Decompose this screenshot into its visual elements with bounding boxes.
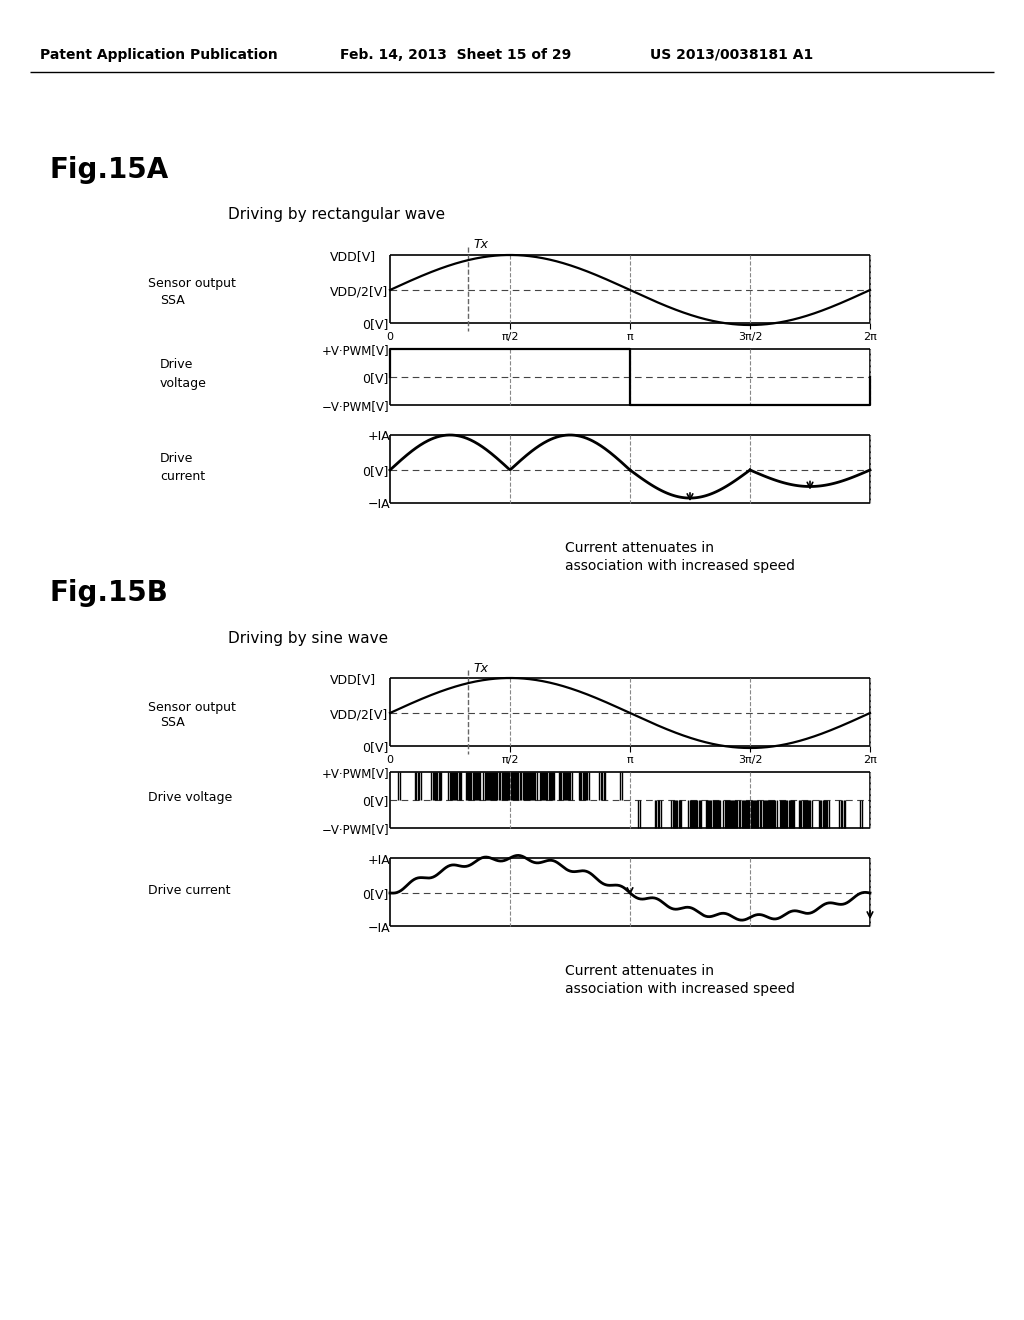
Text: voltage: voltage — [160, 376, 207, 389]
Text: SSA: SSA — [160, 717, 184, 730]
Text: Sensor output: Sensor output — [148, 701, 236, 714]
Text: 3π/2: 3π/2 — [737, 333, 762, 342]
Text: VDD/2[V]: VDD/2[V] — [330, 709, 388, 722]
Text: Drive: Drive — [160, 451, 194, 465]
Text: Sensor output: Sensor output — [148, 277, 236, 290]
Text: 0[V]: 0[V] — [362, 372, 388, 385]
Text: π/2: π/2 — [502, 755, 519, 766]
Text: association with increased speed: association with increased speed — [565, 558, 795, 573]
Text: 0[V]: 0[V] — [362, 888, 388, 902]
Text: Drive current: Drive current — [148, 883, 230, 896]
Text: VDD[V]: VDD[V] — [330, 673, 376, 686]
Text: π: π — [627, 755, 633, 766]
Text: +V·PWM[V]: +V·PWM[V] — [322, 767, 389, 780]
Text: 0: 0 — [386, 333, 393, 342]
Text: 0: 0 — [386, 755, 393, 766]
Text: Current attenuates in: Current attenuates in — [565, 964, 714, 978]
Text: VDD[V]: VDD[V] — [330, 251, 376, 264]
Text: association with increased speed: association with increased speed — [565, 982, 795, 997]
Text: 0[V]: 0[V] — [362, 318, 388, 331]
Text: Drive: Drive — [160, 359, 194, 371]
Text: Tx: Tx — [473, 239, 488, 252]
Text: π/2: π/2 — [502, 333, 519, 342]
Text: Driving by sine wave: Driving by sine wave — [228, 631, 388, 645]
Text: 2π: 2π — [863, 333, 877, 342]
Text: +IA: +IA — [368, 430, 391, 444]
Text: Current attenuates in: Current attenuates in — [565, 541, 714, 554]
Text: 0[V]: 0[V] — [362, 742, 388, 755]
Text: +IA: +IA — [368, 854, 391, 866]
Text: VDD/2[V]: VDD/2[V] — [330, 285, 388, 298]
Text: Fig.15B: Fig.15B — [50, 579, 169, 607]
Text: −V·PWM[V]: −V·PWM[V] — [322, 400, 389, 413]
Text: 3π/2: 3π/2 — [737, 755, 762, 766]
Text: 0[V]: 0[V] — [362, 796, 388, 808]
Text: −IA: −IA — [368, 921, 390, 935]
Text: US 2013/0038181 A1: US 2013/0038181 A1 — [650, 48, 813, 62]
Text: Feb. 14, 2013  Sheet 15 of 29: Feb. 14, 2013 Sheet 15 of 29 — [340, 48, 571, 62]
Text: −IA: −IA — [368, 499, 390, 511]
Text: Tx: Tx — [473, 661, 488, 675]
Text: π: π — [627, 333, 633, 342]
Text: +V·PWM[V]: +V·PWM[V] — [322, 345, 389, 358]
Text: Patent Application Publication: Patent Application Publication — [40, 48, 278, 62]
Text: SSA: SSA — [160, 293, 184, 306]
Text: Driving by rectangular wave: Driving by rectangular wave — [228, 207, 445, 223]
Text: Fig.15A: Fig.15A — [50, 156, 169, 183]
Text: −V·PWM[V]: −V·PWM[V] — [322, 824, 389, 837]
Text: 0[V]: 0[V] — [362, 466, 388, 479]
Text: 2π: 2π — [863, 755, 877, 766]
Text: Drive voltage: Drive voltage — [148, 791, 232, 804]
Text: current: current — [160, 470, 205, 483]
